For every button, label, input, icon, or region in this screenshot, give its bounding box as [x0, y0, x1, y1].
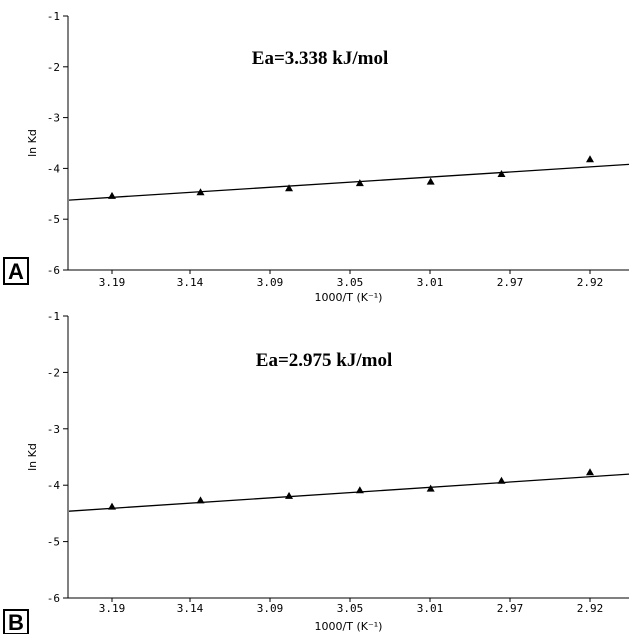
- x-tick-label: 2.92: [577, 276, 604, 289]
- x-tick-label: 3.19: [99, 602, 126, 615]
- y-tick-label: -6: [47, 264, 60, 277]
- y-axis-title: ln Kd: [26, 443, 39, 471]
- data-point: [196, 496, 205, 504]
- panel-label-box: [3, 257, 29, 285]
- data-point: [285, 184, 294, 192]
- x-tick-label: 2.97: [497, 276, 524, 289]
- activation-energy-label: Ea=3.338 kJ/mol: [252, 48, 388, 69]
- data-point: [355, 179, 364, 187]
- x-tick-label: 3.14: [177, 276, 204, 289]
- activation-energy-label: Ea=2.975 kJ/mol: [256, 350, 392, 371]
- x-tick-label: 3.05: [337, 602, 364, 615]
- fit-line: [68, 163, 630, 201]
- data-point: [586, 155, 594, 163]
- panel-label-box: [3, 609, 29, 634]
- data-point: [196, 188, 205, 196]
- chart-panel-a: -1 -2 -3 -4 -5 -6 3.19 3.14 3.09 3.05 3.01 2.97 2.92…: [3, 10, 630, 304]
- data-point: [355, 486, 364, 494]
- panel-label: B: [8, 610, 24, 634]
- y-tick-label: -3: [47, 423, 60, 436]
- data-point: [426, 484, 435, 492]
- x-tick-label: 2.92: [577, 602, 604, 615]
- x-tick-label: 3.01: [417, 276, 444, 289]
- panel-label: A: [8, 259, 24, 284]
- data-point: [497, 476, 506, 484]
- x-tick-label: 3.14: [177, 602, 204, 615]
- chart-panel-b: -1 -2 -3 -4 -5 -6 3.19 3.14 3.09 3.05 3.01 2.97 2.92…: [3, 310, 630, 634]
- y-tick-label: -1: [47, 10, 60, 23]
- data-point: [586, 468, 594, 476]
- y-axis-title: ln Kd: [26, 129, 39, 157]
- data-point: [108, 502, 116, 510]
- y-tick-label: -5: [47, 536, 60, 549]
- y-tick-label: -4: [47, 479, 61, 492]
- x-tick-label: 2.97: [497, 602, 524, 615]
- y-tick-label: -5: [47, 213, 60, 226]
- y-tick-label: -2: [47, 366, 60, 379]
- x-tick-label: 3.01: [417, 602, 444, 615]
- y-tick-label: -6: [47, 592, 60, 605]
- x-tick-label: 3.19: [99, 276, 126, 289]
- data-point: [108, 191, 116, 199]
- x-axis-title: 1000/T (K⁻¹): [315, 620, 383, 633]
- data-point: [426, 177, 435, 185]
- x-tick-label: 3.09: [257, 276, 284, 289]
- y-tick-label: -2: [47, 61, 60, 74]
- x-tick-label: 3.05: [337, 276, 364, 289]
- data-point: [497, 169, 506, 177]
- y-tick-label: -4: [47, 162, 61, 175]
- y-tick-label: -3: [47, 112, 60, 125]
- x-tick-label: 3.09: [257, 602, 284, 615]
- fit-line: [68, 473, 630, 512]
- y-tick-label: -1: [47, 310, 60, 323]
- data-point: [285, 491, 294, 499]
- x-axis-title: 1000/T (K⁻¹): [315, 291, 383, 304]
